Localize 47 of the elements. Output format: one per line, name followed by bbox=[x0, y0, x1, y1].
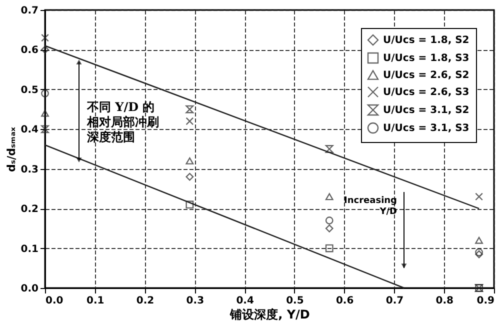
y-tick-label: 0.0 bbox=[20, 284, 39, 294]
point bbox=[186, 200, 194, 209]
point bbox=[41, 89, 49, 98]
y-tick-label: 0.4 bbox=[20, 124, 39, 136]
point bbox=[325, 216, 334, 224]
legend-label: U/Ucs = 3.1, S2 bbox=[383, 105, 470, 116]
point bbox=[475, 248, 483, 256]
y-tick-label: 0.6 bbox=[20, 45, 39, 56]
legend-label: U/Ucs = 1.8, S3 bbox=[383, 53, 470, 64]
point bbox=[186, 157, 194, 164]
y-axis-title: dₛ/dₛₘₐₓ bbox=[4, 126, 18, 172]
x-tick-label: 0.3 bbox=[186, 296, 204, 306]
point bbox=[186, 172, 194, 181]
x-tick-label: 0.5 bbox=[286, 296, 304, 306]
legend-label: U/Ucs = 1.8, S2 bbox=[383, 35, 470, 46]
point bbox=[41, 125, 49, 134]
point bbox=[186, 117, 194, 126]
x-tick-label: 0.9 bbox=[476, 296, 495, 306]
legend-label: U/Ucs = 2.6, S2 bbox=[383, 70, 470, 81]
legend-label: U/Ucs = 3.1, S3 bbox=[383, 123, 470, 134]
x-tick-label: 0.4 bbox=[236, 296, 254, 306]
y-tick-label: 0.7 bbox=[20, 6, 39, 16]
y-tick-label: 0.1 bbox=[20, 244, 39, 255]
y-tick-label: 0.5 bbox=[20, 84, 39, 96]
point bbox=[41, 34, 49, 42]
point bbox=[325, 145, 334, 153]
point bbox=[475, 236, 483, 244]
y-tick-label: 0.2 bbox=[20, 204, 39, 216]
legend-label: U/Ucs = 2.6, S3 bbox=[383, 87, 470, 98]
annotation: 不同 Y/D 的相对局部冲刷深度范围 bbox=[86, 100, 159, 144]
point bbox=[475, 250, 483, 258]
x-tick-label: 0.1 bbox=[86, 296, 104, 306]
annotation: Increasing Y/D bbox=[344, 196, 397, 217]
point bbox=[325, 224, 334, 232]
point bbox=[325, 244, 334, 252]
x-tick-label: 0.0 bbox=[46, 296, 64, 306]
point bbox=[475, 192, 483, 201]
x-tick-label: 0.7 bbox=[386, 296, 404, 306]
point bbox=[41, 110, 49, 117]
x-tick-label: 0.6 bbox=[336, 296, 354, 306]
point bbox=[41, 46, 49, 54]
point bbox=[186, 105, 194, 114]
x-tick-label: 0.2 bbox=[136, 296, 154, 306]
x-tick-label: 0.8 bbox=[436, 296, 454, 306]
point bbox=[325, 193, 334, 200]
y-tick-label: 0.3 bbox=[20, 164, 39, 176]
x-axis-title: 铺设深度, Y/D bbox=[229, 308, 310, 322]
